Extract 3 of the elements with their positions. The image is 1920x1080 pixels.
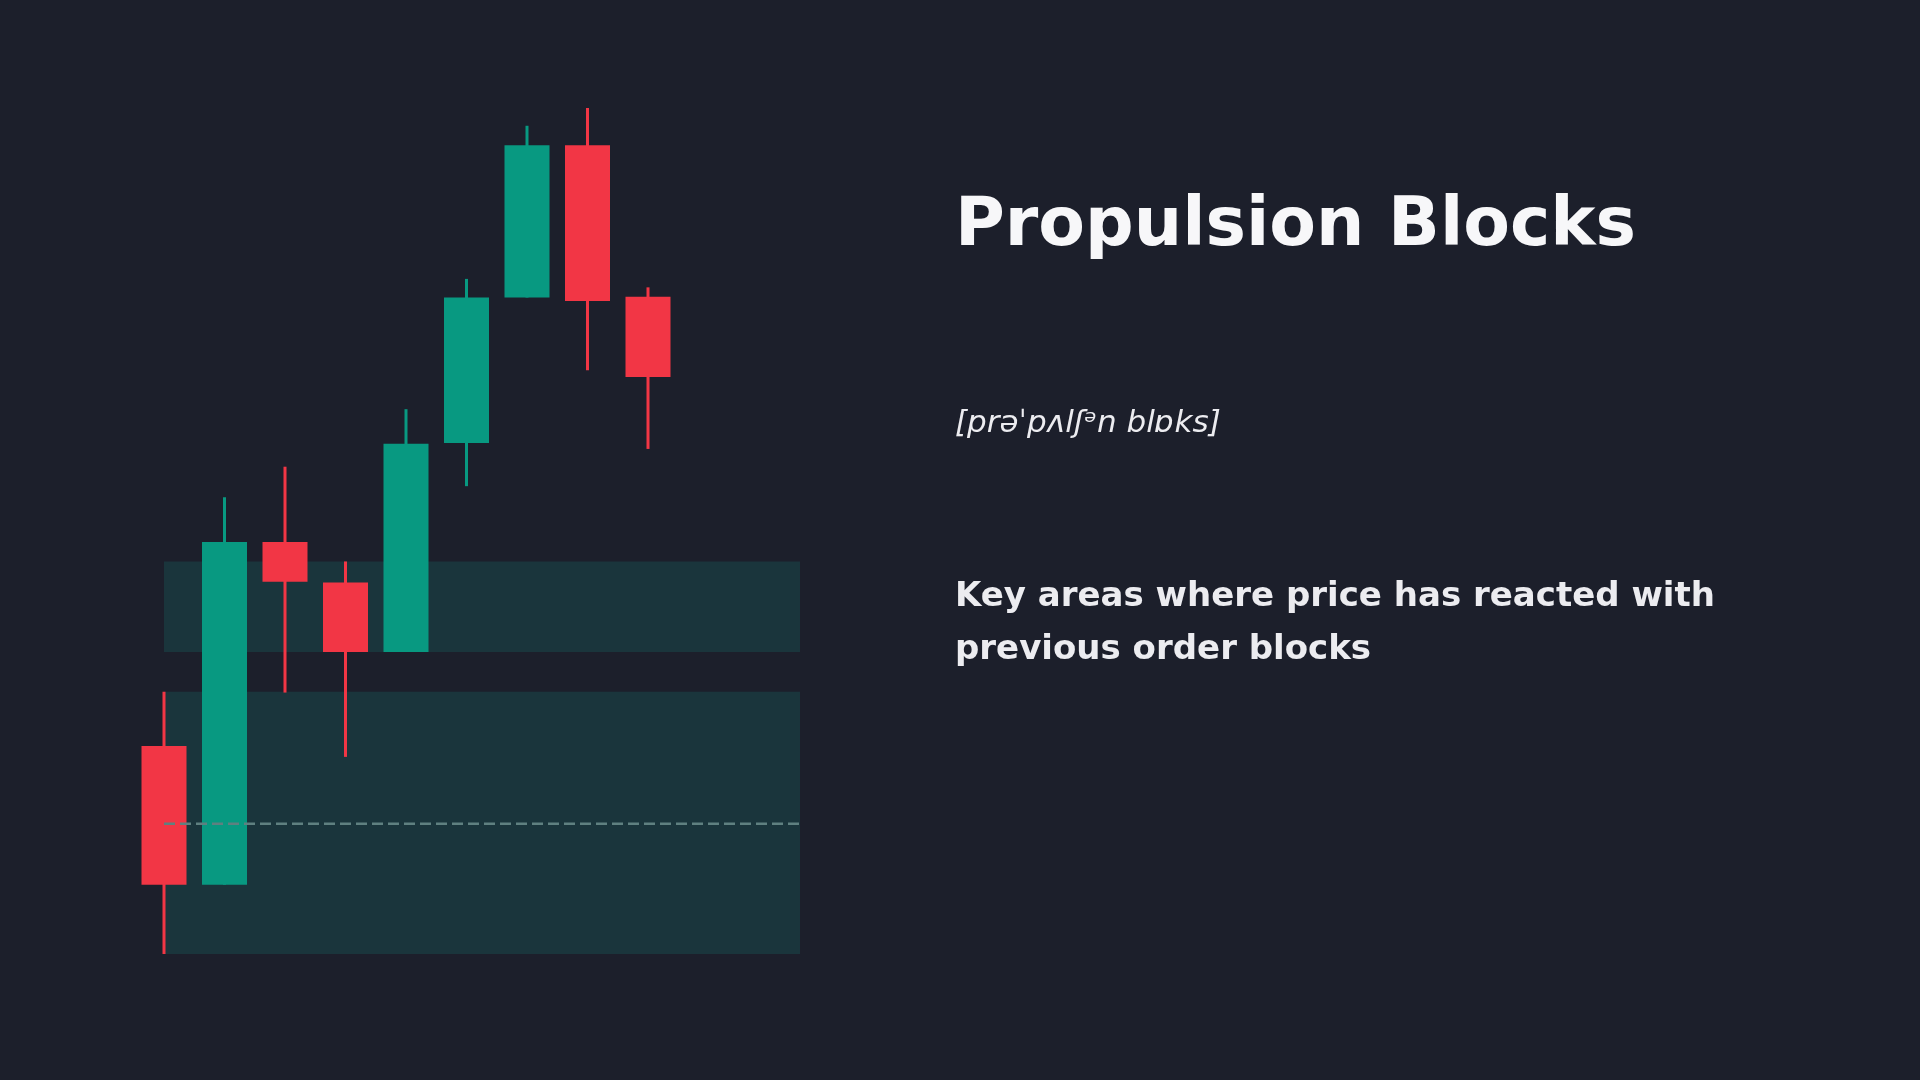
text: [prəˈpʌlʃᵊn blɒks] xyxy=(955,403,1221,439)
text: Propulsion Blocks xyxy=(955,182,1636,261)
text: Key areas where price has reacted with previous order blocks xyxy=(955,574,1715,667)
